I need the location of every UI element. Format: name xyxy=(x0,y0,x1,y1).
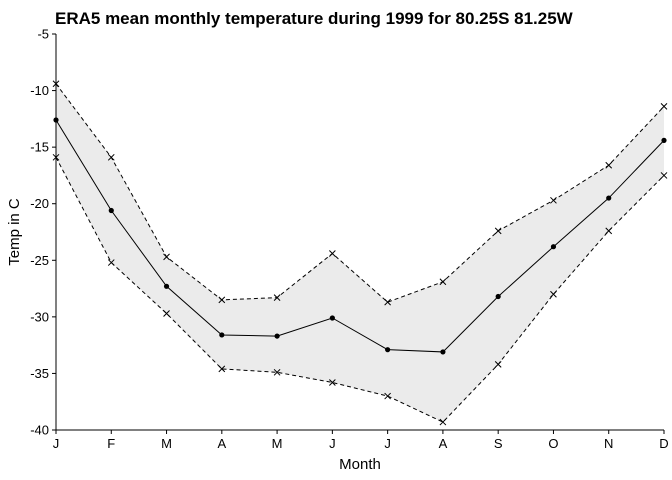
min-point xyxy=(384,392,391,400)
max-point xyxy=(550,196,557,204)
x-tick-label: J xyxy=(53,436,60,451)
max-point xyxy=(107,153,115,161)
mean-point xyxy=(219,332,225,338)
min-point xyxy=(273,368,281,376)
min-point xyxy=(218,365,226,373)
x-axis-label: Month xyxy=(339,456,381,473)
min-point xyxy=(660,172,668,179)
y-tick-label: -20 xyxy=(30,196,49,211)
mean-point xyxy=(550,244,557,250)
max-point xyxy=(163,253,170,261)
min-point xyxy=(107,259,115,266)
mean-series-line xyxy=(55,119,665,353)
mean-point xyxy=(495,293,501,300)
max-point xyxy=(439,278,447,286)
x-tick-label: F xyxy=(107,436,115,451)
chart-title: ERA5 mean monthly temperature during 199… xyxy=(55,9,574,28)
x-tick-label: J xyxy=(384,436,391,451)
x-tick-label: N xyxy=(604,436,613,451)
min-point xyxy=(550,290,557,298)
min-max-band xyxy=(56,83,664,423)
min-point xyxy=(439,418,447,426)
y-tick-label: -35 xyxy=(30,366,49,381)
min-point xyxy=(605,227,613,235)
mean-point xyxy=(440,349,446,355)
max-point xyxy=(494,227,502,235)
y-tick-label: -25 xyxy=(30,253,49,268)
y-tick-label: -30 xyxy=(30,309,49,324)
x-tick-label: J xyxy=(329,436,336,451)
x-tick-label: O xyxy=(548,436,558,451)
mean-point xyxy=(274,333,280,339)
max-point xyxy=(384,298,391,306)
x-tick-label: D xyxy=(659,436,668,451)
y-tick-label: -40 xyxy=(30,423,49,438)
x-tick-label: M xyxy=(161,436,172,451)
x-tick-label: M xyxy=(272,436,283,451)
min-point xyxy=(163,310,170,317)
max-point xyxy=(329,250,336,257)
y-axis: -40 -35 -30 -25 -20 -15 -10 -5 xyxy=(30,27,57,438)
x-tick-label: S xyxy=(494,436,503,451)
max-point xyxy=(218,296,226,304)
plot-area xyxy=(52,80,668,426)
x-tick-label: A xyxy=(217,436,226,451)
max-point xyxy=(660,103,668,110)
y-tick-label: -5 xyxy=(37,27,49,42)
mean-point xyxy=(108,207,114,214)
min-point xyxy=(494,361,502,368)
x-tick-label: A xyxy=(439,436,448,451)
y-tick-label: -10 xyxy=(30,83,49,98)
max-point xyxy=(273,294,281,301)
y-tick-label: -15 xyxy=(30,140,49,155)
mean-point xyxy=(329,315,335,321)
min-point xyxy=(329,379,336,386)
mean-point xyxy=(385,347,391,353)
y-axis-label: Temp in C xyxy=(6,198,23,266)
mean-point xyxy=(606,195,612,201)
max-point xyxy=(605,161,613,169)
mean-point xyxy=(163,283,170,289)
mean-point xyxy=(661,137,667,143)
